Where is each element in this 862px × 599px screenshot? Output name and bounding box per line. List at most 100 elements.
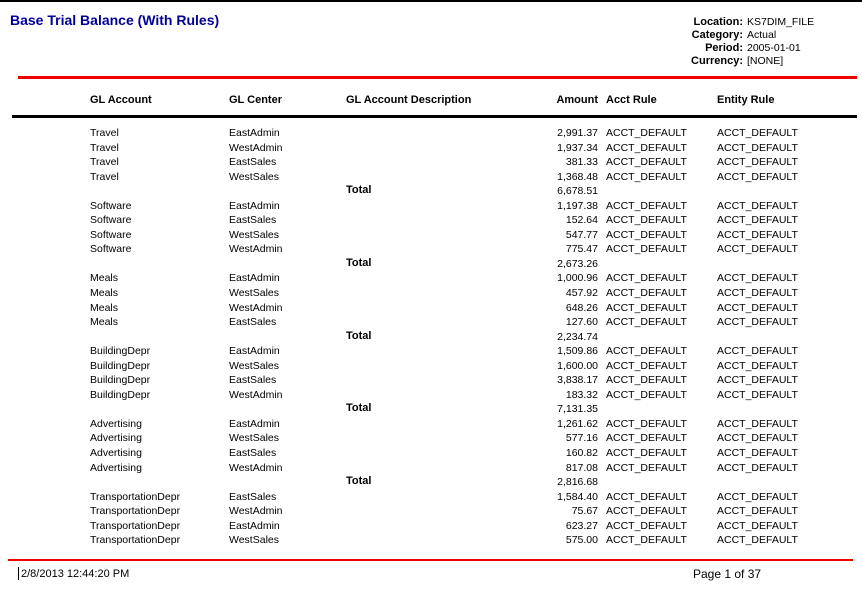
- cell-entity-rule: ACCT_DEFAULT: [717, 316, 798, 329]
- cell-entity-rule: ACCT_DEFAULT: [717, 534, 798, 547]
- cell-acct-rule: ACCT_DEFAULT: [606, 214, 687, 227]
- table-total-row: Total 2,816.68: [0, 475, 862, 490]
- cell-acct-rule: ACCT_DEFAULT: [606, 272, 687, 285]
- cell-amount: 183.32: [565, 388, 598, 401]
- cell-gl-center: EastAdmin: [229, 272, 280, 285]
- cell-acct-rule: ACCT_DEFAULT: [606, 345, 687, 358]
- metadata-label: Currency:: [691, 55, 743, 67]
- cell-gl-account: Travel: [90, 156, 119, 169]
- cell-amount: 623.27: [565, 519, 598, 532]
- page-top-border: [0, 0, 862, 2]
- metadata-label: Category:: [691, 29, 743, 41]
- cell-entity-rule: ACCT_DEFAULT: [717, 272, 798, 285]
- cell-entity-rule: ACCT_DEFAULT: [717, 447, 798, 460]
- cell-acct-rule: ACCT_DEFAULT: [606, 287, 687, 300]
- cell-gl-account: Travel: [90, 141, 119, 154]
- cell-gl-center: WestSales: [229, 170, 279, 183]
- metadata-value: [NONE]: [747, 55, 784, 67]
- cell-acct-rule: ACCT_DEFAULT: [606, 374, 687, 387]
- footer-timestamp: 2/8/2013 12:44:20 PM: [21, 568, 130, 580]
- cell-entity-rule: ACCT_DEFAULT: [717, 505, 798, 518]
- cell-acct-rule: ACCT_DEFAULT: [606, 170, 687, 183]
- cell-gl-center: EastSales: [229, 490, 277, 503]
- table-row: Travel WestSales 1,368.48 ACCT_DEFAULT A…: [0, 170, 862, 185]
- cell-gl-center: EastSales: [229, 156, 277, 169]
- cell-amount: 457.92: [565, 287, 598, 300]
- col-header-entity-rule: Entity Rule: [717, 94, 775, 106]
- cell-amount: 775.47: [565, 243, 598, 256]
- cell-amount: 648.26: [565, 301, 598, 314]
- cell-gl-center: WestSales: [229, 432, 279, 445]
- metadata-value: 2005-01-01: [747, 42, 801, 54]
- cell-entity-rule: ACCT_DEFAULT: [717, 301, 798, 314]
- metadata-value: Actual: [747, 29, 777, 41]
- cell-gl-account: Travel: [90, 170, 119, 183]
- cell-amount: 817.08: [565, 461, 598, 474]
- cell-amount: 127.60: [565, 316, 598, 329]
- col-header-gl-center: GL Center: [229, 94, 282, 106]
- cell-gl-account: Advertising: [90, 447, 142, 460]
- table-row: Software EastAdmin 1,197.38 ACCT_DEFAULT…: [0, 199, 862, 214]
- table-total-row: Total 6,678.51: [0, 184, 862, 199]
- cell-gl-account: Travel: [90, 127, 119, 139]
- table-header-underline: [12, 115, 857, 118]
- cell-gl-center: WestAdmin: [229, 141, 283, 154]
- cell-gl-account: BuildingDepr: [90, 345, 151, 358]
- cell-amount: 1,368.48: [557, 170, 598, 183]
- cell-gl-account: TransportationDepr: [90, 534, 181, 547]
- table-row: Travel WestAdmin 1,937.34 ACCT_DEFAULT A…: [0, 141, 862, 156]
- cell-gl-account: BuildingDepr: [90, 374, 151, 387]
- cell-amount: 160.82: [565, 447, 598, 460]
- metadata-row: Location: KS7DIM_FILE: [663, 16, 815, 29]
- cell-gl-center: EastSales: [229, 374, 277, 387]
- cell-amount: 1,509.86: [557, 345, 598, 358]
- table-row: Meals EastAdmin 1,000.96 ACCT_DEFAULT AC…: [0, 271, 862, 286]
- cell-gl-center: WestAdmin: [229, 301, 283, 314]
- table-row: Software WestSales 547.77 ACCT_DEFAULT A…: [0, 228, 862, 243]
- cell-amount: 577.16: [565, 432, 598, 445]
- cell-gl-account: BuildingDepr: [90, 359, 151, 372]
- cell-acct-rule: ACCT_DEFAULT: [606, 199, 687, 212]
- cell-gl-center: WestAdmin: [229, 243, 283, 256]
- table-row: Meals WestSales 457.92 ACCT_DEFAULT ACCT…: [0, 286, 862, 301]
- cell-amount: 3,838.17: [557, 374, 598, 387]
- cell-amount: 152.64: [565, 214, 598, 227]
- cell-entity-rule: ACCT_DEFAULT: [717, 156, 798, 169]
- col-header-gl-account: GL Account: [90, 94, 152, 106]
- table-row: BuildingDepr WestAdmin 183.32 ACCT_DEFAU…: [0, 388, 862, 403]
- table-row: Advertising WestAdmin 817.08 ACCT_DEFAUL…: [0, 461, 862, 476]
- cell-gl-account: Software: [90, 243, 132, 256]
- cell-acct-rule: ACCT_DEFAULT: [606, 461, 687, 474]
- cell-gl-center: WestSales: [229, 228, 279, 241]
- cell-entity-rule: ACCT_DEFAULT: [717, 287, 798, 300]
- cell-gl-account: Advertising: [90, 432, 142, 445]
- cell-acct-rule: ACCT_DEFAULT: [606, 156, 687, 169]
- cell-entity-rule: ACCT_DEFAULT: [717, 127, 798, 139]
- cell-amount: 2,991.37: [557, 127, 598, 139]
- cell-gl-account: Meals: [90, 301, 119, 314]
- cell-gl-account: Meals: [90, 316, 119, 329]
- metadata-value: KS7DIM_FILE: [747, 16, 815, 28]
- cell-entity-rule: ACCT_DEFAULT: [717, 243, 798, 256]
- cell-gl-center: EastSales: [229, 447, 277, 460]
- table-row: Travel EastSales 381.33 ACCT_DEFAULT ACC…: [0, 155, 862, 170]
- cell-gl-account: Advertising: [90, 417, 142, 430]
- cell-acct-rule: ACCT_DEFAULT: [606, 388, 687, 401]
- cell-acct-rule: ACCT_DEFAULT: [606, 127, 687, 139]
- table-row: Software EastSales 152.64 ACCT_DEFAULT A…: [0, 213, 862, 228]
- cell-gl-center: WestSales: [229, 359, 279, 372]
- cell-gl-center: EastSales: [229, 214, 277, 227]
- table-row: Advertising WestSales 577.16 ACCT_DEFAUL…: [0, 431, 862, 446]
- total-amount: 2,673.26: [557, 257, 598, 270]
- cell-entity-rule: ACCT_DEFAULT: [717, 170, 798, 183]
- cell-amount: 1,000.96: [557, 272, 598, 285]
- cell-acct-rule: ACCT_DEFAULT: [606, 228, 687, 241]
- page-title: Base Trial Balance (With Rules): [10, 12, 220, 28]
- cell-gl-center: WestSales: [229, 287, 279, 300]
- table-row: Meals EastSales 127.60 ACCT_DEFAULT ACCT…: [0, 315, 862, 330]
- cell-entity-rule: ACCT_DEFAULT: [717, 141, 798, 154]
- cell-acct-rule: ACCT_DEFAULT: [606, 432, 687, 445]
- total-label: Total: [346, 184, 372, 197]
- total-amount: 7,131.35: [557, 403, 598, 416]
- cell-acct-rule: ACCT_DEFAULT: [606, 243, 687, 256]
